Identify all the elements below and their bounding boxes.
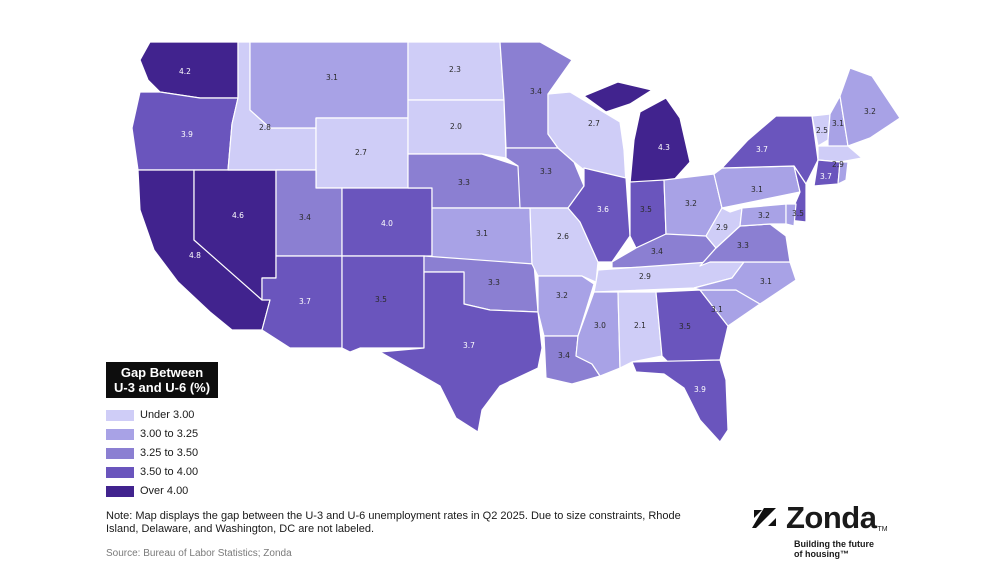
state-label-tn: 2.9 (639, 272, 651, 281)
legend-label: 3.00 to 3.25 (140, 428, 199, 440)
legend-swatch (106, 409, 134, 421)
state-ma (817, 145, 863, 163)
state-label-nh: 3.1 (832, 119, 844, 128)
state-label-ct: 3.7 (820, 172, 832, 181)
state-label-fl: 3.9 (694, 385, 706, 394)
brand-tagline-line1: Building the future (794, 539, 874, 549)
map-note: Note: Map displays the gap between the U… (106, 510, 681, 535)
state-mi (583, 81, 691, 185)
legend-item: 3.00 to 3.25 (106, 425, 218, 443)
legend-label: Under 3.00 (140, 409, 195, 421)
state-label-il: 3.6 (597, 205, 609, 214)
state-label-id: 2.8 (259, 123, 271, 132)
state-label-sc: 3.1 (711, 305, 723, 314)
state-label-mi: 4.3 (658, 143, 670, 152)
state-label-ky: 3.4 (651, 247, 663, 256)
state-label-nj: 3.5 (792, 209, 804, 218)
state-label-ny: 3.7 (756, 145, 768, 154)
state-label-ia: 3.3 (540, 167, 552, 176)
state-label-ms: 3.0 (594, 321, 606, 330)
state-ri (837, 161, 849, 185)
legend-label: 3.50 to 4.00 (140, 466, 199, 478)
legend-item: 3.25 to 3.50 (106, 444, 218, 462)
state-label-sd: 2.0 (450, 122, 462, 131)
state-tx (379, 271, 543, 433)
state-label-wv: 2.9 (716, 223, 728, 232)
state-label-vt: 2.5 (816, 126, 828, 135)
legend-items: Under 3.00 3.00 to 3.25 3.25 to 3.50 3.50 t… (106, 406, 218, 500)
state-sd (407, 99, 507, 159)
legend-swatch (106, 466, 134, 478)
state-label-va: 3.3 (737, 241, 749, 250)
state-label-wa: 4.2 (179, 67, 191, 76)
state-label-ut: 3.4 (299, 213, 311, 222)
state-al (617, 291, 663, 369)
state-nm (341, 255, 425, 353)
state-label-nm: 3.5 (375, 295, 387, 304)
legend-swatch (106, 447, 134, 459)
map-source: Source: Bureau of Labor Statistics; Zond… (106, 548, 292, 559)
state-label-or: 3.9 (181, 130, 193, 139)
state-label-ok: 3.3 (488, 278, 500, 287)
state-label-pa: 3.1 (751, 185, 763, 194)
brand-name: Zonda (786, 500, 877, 535)
legend-title-line1: Gap Between (120, 365, 204, 380)
state-label-nc: 3.1 (760, 277, 772, 286)
state-fl (631, 359, 729, 443)
state-md (739, 203, 787, 227)
state-label-az: 3.7 (299, 297, 311, 306)
legend-title: Gap Between U-3 and U-6 (%) (106, 362, 219, 398)
state-label-nv: 4.6 (232, 211, 244, 220)
brand-tagline: Building the future of housing™ (794, 539, 888, 559)
zonda-brand: Zonda TM Building the future of housing™ (750, 500, 888, 559)
legend-swatch (106, 428, 134, 440)
state-label-in: 3.5 (640, 205, 652, 214)
legend-item: Under 3.00 (106, 406, 218, 424)
state-label-md: 3.2 (758, 211, 770, 220)
state-label-me: 3.2 (864, 107, 876, 116)
state-label-ga: 3.5 (679, 322, 691, 331)
state-label-nd: 2.3 (449, 65, 461, 74)
zonda-logo-icon (752, 508, 776, 528)
legend-title-line2: U-3 and U-6 (%) (114, 380, 211, 395)
state-label-wi: 2.7 (588, 119, 600, 128)
state-label-mo: 2.6 (557, 232, 569, 241)
legend-label: 3.25 to 3.50 (140, 447, 199, 459)
map-legend: Gap Between U-3 and U-6 (%) Under 3.00 3.… (106, 362, 219, 501)
legend-label: Over 4.00 (140, 485, 189, 497)
brand-trademark: TM (877, 526, 888, 533)
state-label-ne: 3.3 (458, 178, 470, 187)
brand-tagline-line2: of housing™ (794, 549, 849, 559)
state-label-ma: 2.9 (832, 160, 844, 169)
state-label-mn: 3.4 (530, 87, 542, 96)
state-label-wy: 2.7 (355, 148, 367, 157)
state-label-co: 4.0 (381, 219, 393, 228)
state-ms (575, 291, 621, 377)
legend-item: 3.50 to 4.00 (106, 463, 218, 481)
state-label-ar: 3.2 (556, 291, 568, 300)
state-de (785, 203, 797, 227)
state-label-ca: 4.8 (189, 251, 201, 260)
state-nj (787, 165, 807, 223)
state-label-la: 3.4 (558, 351, 570, 360)
state-label-ks: 3.1 (476, 229, 488, 238)
state-label-tx: 3.7 (463, 341, 475, 350)
state-mt (249, 41, 409, 129)
legend-swatch (106, 485, 134, 497)
state-label-mt: 3.1 (326, 73, 338, 82)
state-il (567, 167, 631, 263)
legend-item: Over 4.00 (106, 482, 218, 500)
state-label-oh: 3.2 (685, 199, 697, 208)
state-label-al: 2.1 (634, 321, 646, 330)
